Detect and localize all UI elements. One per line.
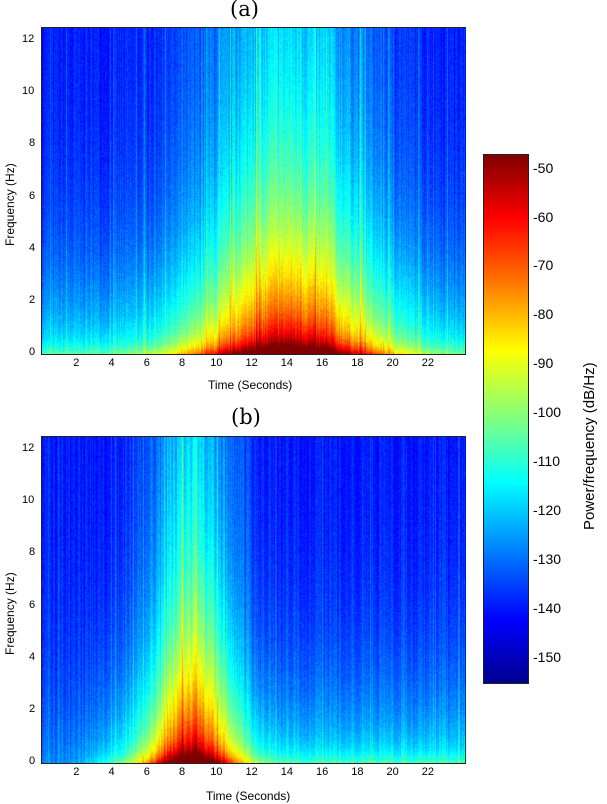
y-tick-label: 2 [29,702,36,715]
x-tick-label: 10 [210,357,223,369]
x-tick-label: 14 [280,357,293,369]
x-tick-label: 16 [316,766,329,778]
y-tick-label: 0 [29,755,36,767]
x-tick-label: 20 [386,357,399,369]
x-tick-label: 22 [421,766,434,778]
colorbar-tick-label: -110 [533,453,560,469]
x-tick-label: 18 [351,357,364,369]
x-tick-label: 4 [108,766,115,778]
x-tick-label: 6 [143,766,150,778]
colorbar-tick-label: -100 [533,404,562,421]
colorbar-tick-label: -120 [533,501,562,518]
panel-b-title: (b) [231,405,261,429]
y-tick-label: 4 [29,650,36,663]
y-tick-label: 6 [29,598,36,611]
x-tick-label: 2 [73,357,80,369]
y-axis-label-b: Frequency (Hz) [3,572,17,655]
x-tick-label: 6 [143,357,150,369]
colorbar-tick-label: -80 [533,306,554,323]
colorbar-label: Power/frequency (dB/Hz) [581,362,598,530]
x-axis-label-a: Time (Seconds) [208,378,293,392]
x-tick-label: 2 [73,766,80,778]
y-axis-label-a: Frequency (Hz) [3,163,17,246]
x-tick-label: 12 [245,357,258,369]
colorbar-tick-label: -70 [533,257,554,274]
x-tick-label: 18 [351,766,364,778]
y-tick-label: 4 [29,241,36,254]
colorbar-tick-label: -50 [533,159,554,176]
x-axis-label-b: Time (Seconds) [206,789,291,803]
panel-a-title: (a) [230,0,259,21]
colorbar-tick-label: -90 [533,355,554,372]
colorbar-tick-label: -60 [533,208,554,225]
x-tick-label: 14 [280,766,293,778]
colorbar-tick-label: -150 [533,648,562,665]
colorbar-tick-label: -140 [533,599,562,616]
spectrogram-b [41,436,466,764]
spectrogram-a [41,27,466,355]
y-tick-label: 2 [29,293,36,306]
y-tick-label: 12 [22,33,35,46]
x-tick-label: 8 [179,766,186,778]
x-tick-label: 20 [386,766,399,778]
x-tick-label: 12 [245,766,258,778]
x-tick-label: 4 [108,357,115,369]
y-tick-label: 10 [22,494,35,507]
y-tick-label: 8 [29,137,36,150]
y-tick-label: 8 [29,546,36,559]
y-tick-label: 6 [29,189,36,202]
x-tick-label: 10 [210,766,223,778]
colorbar-tick-label: -130 [533,550,562,567]
y-tick-label: 0 [29,346,36,358]
x-tick-label: 22 [421,357,434,369]
x-tick-label: 16 [316,357,329,369]
y-tick-label: 12 [22,442,35,455]
x-tick-label: 8 [179,357,186,369]
y-tick-label: 10 [22,85,35,98]
colorbar [483,154,529,684]
